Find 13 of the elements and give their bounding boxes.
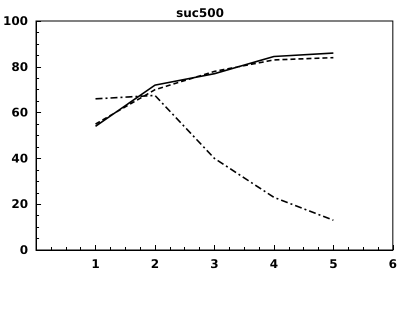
y-tick-label: 100 bbox=[2, 14, 28, 28]
y-tick-label: 60 bbox=[11, 106, 28, 120]
x-tick-label: 5 bbox=[329, 257, 338, 271]
x-tick-label: 6 bbox=[388, 257, 398, 271]
y-tick-label: 40 bbox=[11, 151, 28, 166]
x-tick-label: 1 bbox=[91, 257, 100, 271]
y-tick-label: 20 bbox=[11, 197, 28, 212]
y-tick-label: 0 bbox=[20, 243, 28, 257]
y-tick-label: 80 bbox=[11, 60, 28, 74]
chart-title: suc500 bbox=[176, 6, 224, 20]
x-tick-label: 3 bbox=[210, 257, 219, 271]
x-tick-label: 2 bbox=[150, 257, 160, 271]
x-tick-label: 4 bbox=[270, 257, 278, 271]
